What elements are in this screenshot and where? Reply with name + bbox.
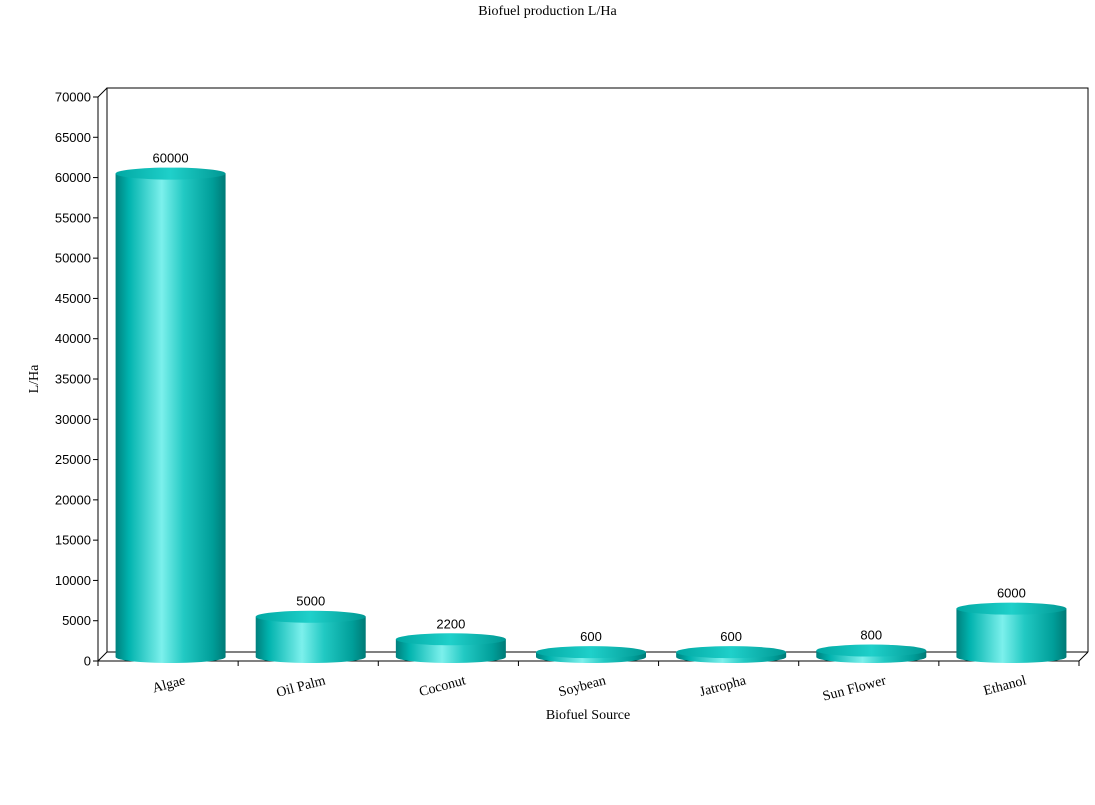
- bar-cap: [956, 602, 1067, 615]
- x-tick-label: Algae: [151, 673, 187, 696]
- x-tick-label: Coconut: [418, 673, 468, 700]
- bar-coconut: [395, 633, 506, 663]
- y-tick-label: 25000: [55, 452, 91, 467]
- data-label: 60000: [152, 151, 188, 166]
- bar-soybean: [536, 646, 646, 663]
- bar-series: 60000 5000 2200 600 600 800 6000: [115, 151, 1067, 663]
- y-axis-title: L/Ha: [27, 364, 42, 394]
- bar-body: [395, 639, 506, 663]
- y-tick-label: 10000: [55, 573, 91, 588]
- bar-body: [255, 616, 366, 663]
- y-tick-label: 0: [84, 654, 91, 669]
- y-tick-label: 40000: [55, 331, 91, 346]
- data-label: 600: [720, 629, 742, 644]
- y-tick-label: 65000: [55, 130, 91, 145]
- bar-algae: [115, 167, 226, 663]
- x-axis-ticks: Algae Oil Palm Coconut Soybean Jatropha Sun F…: [97, 661, 1080, 705]
- bar-cap: [395, 633, 506, 646]
- y-tick-label: 30000: [55, 412, 91, 427]
- x-axis-title: Biofuel Source: [546, 708, 630, 723]
- data-label: 600: [580, 629, 602, 644]
- bar-sun-flower: [816, 644, 927, 663]
- y-tick-label: 60000: [55, 170, 91, 185]
- x-tick-label: Jatropha: [698, 673, 748, 700]
- data-label: 2200: [436, 616, 465, 631]
- bar-oil-palm: [255, 610, 366, 663]
- y-tick-label: 55000: [55, 210, 91, 225]
- y-tick-label: 15000: [55, 533, 91, 548]
- bar-ethanol: [956, 602, 1067, 663]
- y-axis-ticks: 0 5000 10000 15000 20000 25000 30000 35000 40000…: [55, 90, 98, 669]
- x-tick-label: Soybean: [557, 673, 607, 700]
- x-tick-label: Ethanol: [982, 673, 1028, 699]
- y-tick-label: 35000: [55, 372, 91, 387]
- bar-cap: [536, 646, 646, 659]
- y-tick-label: 5000: [62, 613, 91, 628]
- bar-body: [956, 608, 1067, 663]
- data-label: 800: [860, 628, 882, 643]
- y-tick-label: 70000: [55, 90, 91, 105]
- bar-cap: [816, 644, 927, 657]
- bar-jatropha: [676, 646, 787, 663]
- bar-cap: [676, 646, 787, 659]
- data-label: 6000: [997, 586, 1026, 601]
- y-tick-label: 50000: [55, 251, 91, 266]
- bar-cap: [255, 610, 366, 623]
- plot-frame: [97, 87, 1089, 662]
- x-tick-label: Oil Palm: [275, 673, 327, 701]
- y-tick-label: 20000: [55, 492, 91, 507]
- bar-cap: [115, 167, 226, 180]
- back-wall: [106, 87, 1089, 652]
- x-tick-label: Sun Flower: [821, 673, 888, 704]
- data-label: 5000: [296, 594, 325, 609]
- chart-title: Biofuel production L/Ha: [478, 4, 617, 19]
- y-tick-label: 45000: [55, 291, 91, 306]
- floor-right-edge: [1078, 651, 1089, 662]
- floor-left-edge: [97, 651, 108, 662]
- y-axis-top-edge: [97, 87, 108, 98]
- bar-body: [115, 173, 226, 663]
